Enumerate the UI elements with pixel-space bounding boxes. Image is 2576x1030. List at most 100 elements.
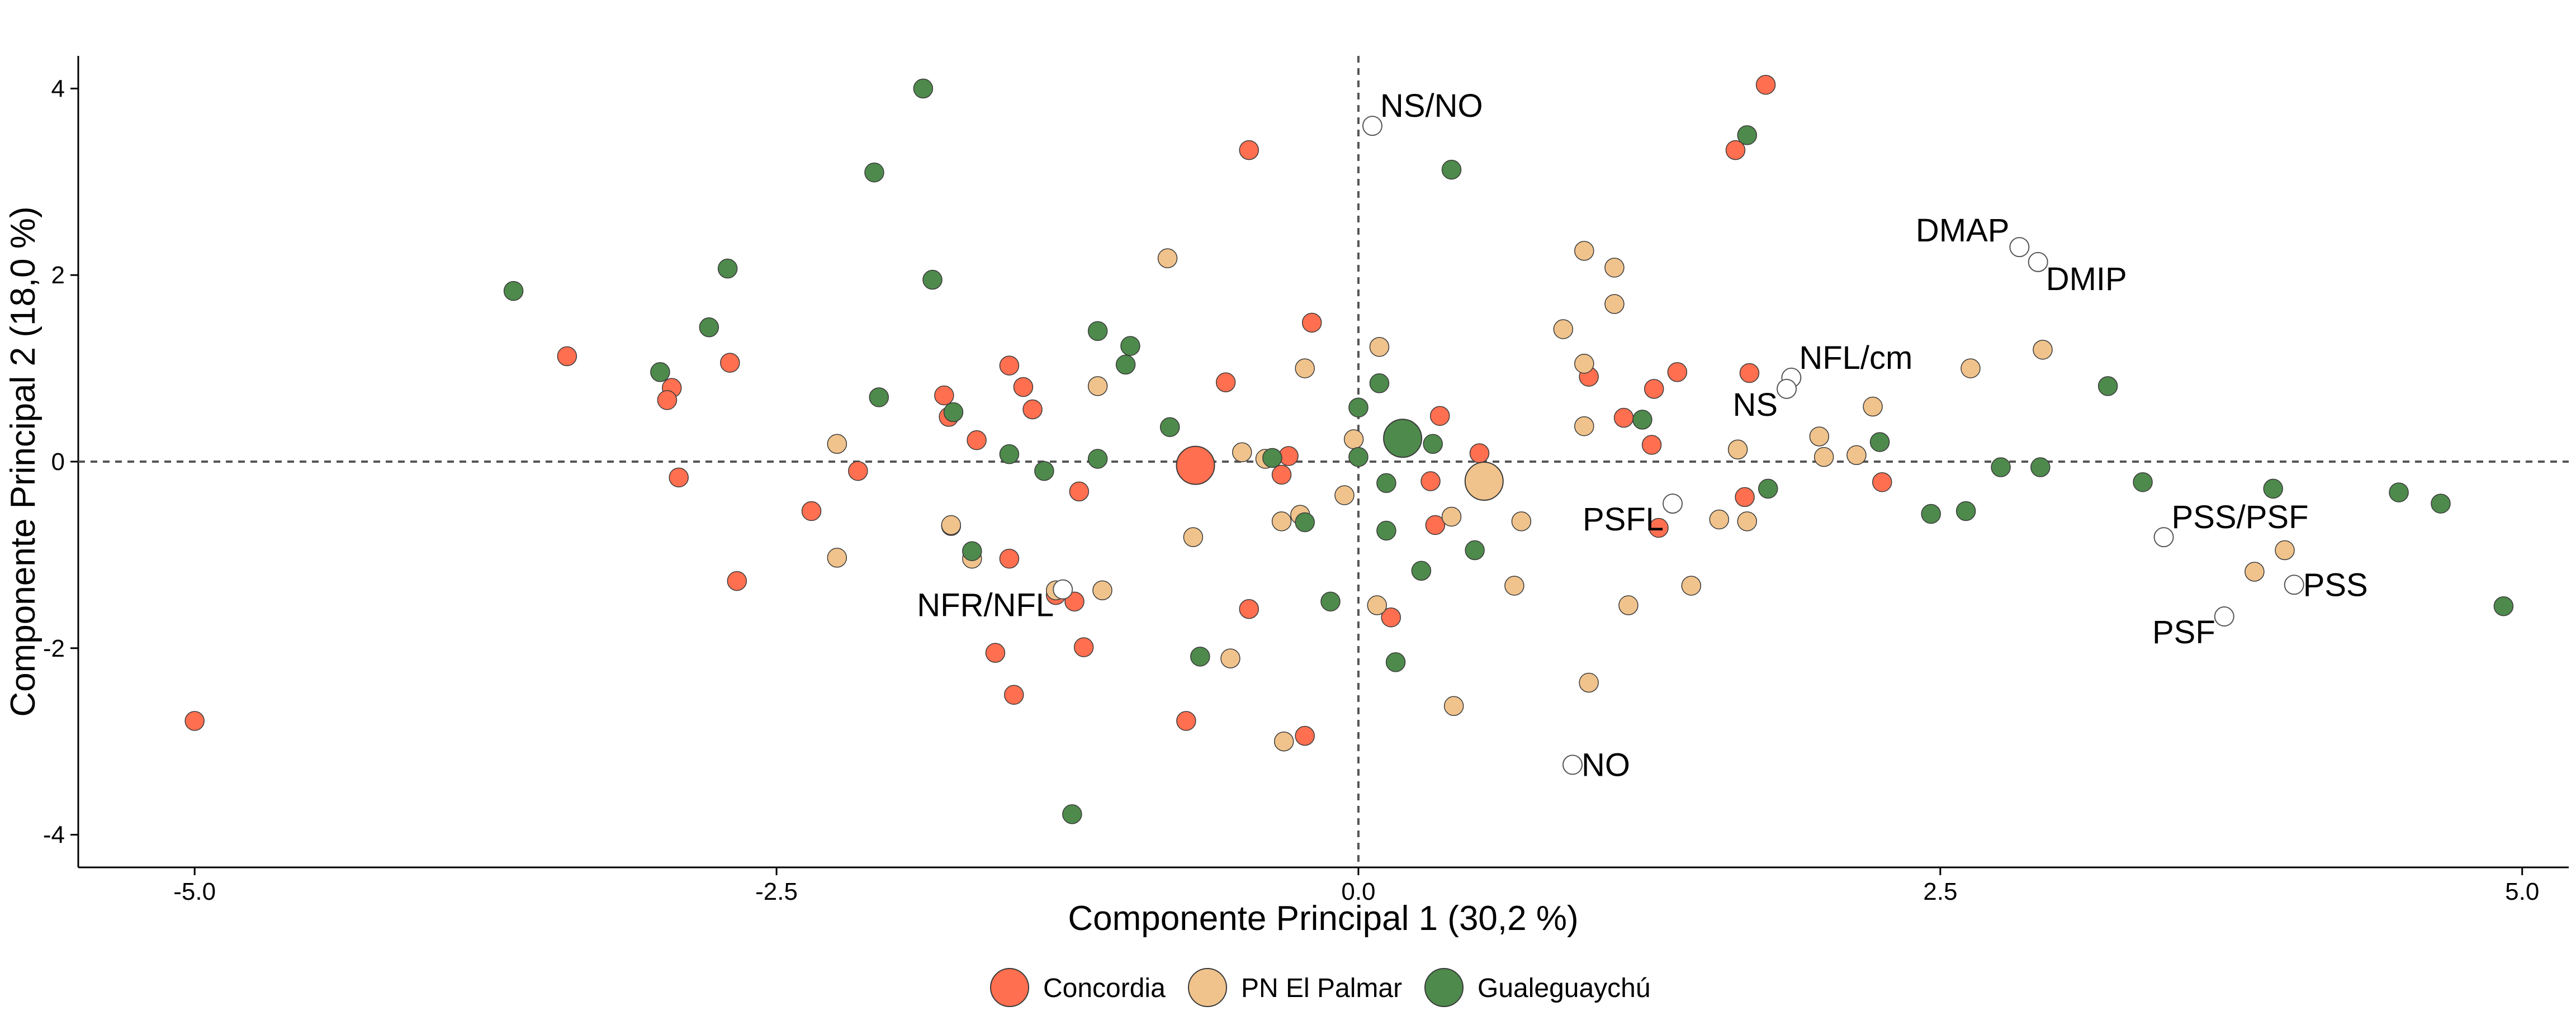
point-concordia (1469, 443, 1490, 463)
legend-swatch-gualeguaych (1424, 968, 1464, 1007)
point-gualeguaych (1087, 321, 1108, 341)
point-concordia (1644, 379, 1664, 399)
point-gualeguaych (943, 402, 964, 423)
variable-point (2009, 237, 2030, 258)
variable-label: NFL/cm (1799, 340, 1912, 376)
point-concordia (999, 548, 1020, 569)
point-gualeguaych (1034, 461, 1054, 481)
variable-label: NS (1732, 387, 1778, 423)
variable-label: NFR/NFL (917, 587, 1054, 624)
point-pn-el-palmar (1961, 358, 1981, 378)
point-pn-el-palmar (827, 548, 847, 568)
point-gualeguaych (1385, 652, 1406, 672)
point-gualeguaych (1737, 125, 1758, 145)
point-pn-el-palmar (1604, 294, 1625, 314)
variable-point (2153, 527, 2174, 548)
point-pn-el-palmar (1681, 576, 1702, 596)
point-pn-el-palmar (1367, 595, 1388, 615)
point-concordia (1239, 140, 1259, 160)
point-pn-el-palmar (1087, 376, 1108, 396)
point-gualeguaych (717, 258, 738, 279)
point-concordia (1301, 312, 1322, 333)
legend-label-concordia: Concordia (1043, 974, 1166, 1003)
point-gualeguaych (2493, 596, 2514, 616)
point-gualeguaych (1991, 457, 2011, 477)
point-gualeguaych (1262, 448, 1282, 468)
ticks: -5.0 -2.5 0.0 2.5 5.0 -4 -2 0 2 4 (43, 75, 2539, 905)
variable-label: NO (1581, 747, 1630, 783)
point-concordia (669, 467, 689, 488)
y-tick-label: 4 (51, 75, 65, 102)
point-pn-el-palmar (1809, 426, 1830, 447)
point-pn-el-palmar (1863, 396, 1883, 417)
point-gualeguaych (1921, 504, 1941, 524)
variable-point (1362, 116, 1382, 136)
point-pn-el-palmar (1604, 258, 1625, 278)
point-gualeguaych (1869, 432, 1890, 452)
point-gualeguaych (922, 269, 943, 290)
point-concordia (184, 711, 205, 731)
point-concordia (1064, 591, 1085, 612)
point-pn-el-palmar (1273, 731, 1294, 752)
point-gualeguaych (1376, 473, 1396, 493)
point-gualeguaych (1190, 647, 1210, 667)
point-concordia (1295, 725, 1315, 746)
point-concordia (720, 353, 740, 373)
point-concordia (1667, 362, 1688, 382)
point-concordia (557, 346, 577, 367)
point-pn-el-palmar (1183, 527, 1204, 547)
point-concordia (1073, 637, 1094, 657)
point-pn-el-palmar (1574, 416, 1594, 436)
point-concordia (1271, 464, 1292, 485)
point-gualeguaych (1159, 417, 1180, 437)
point-gualeguaych (869, 387, 889, 407)
point-gualeguaych (1758, 478, 1778, 499)
point-concordia (727, 571, 747, 591)
point-pn-el-palmar (1157, 248, 1178, 268)
point-gualeguaych (2097, 376, 2118, 396)
centroid-gualeguaych (1383, 419, 1423, 458)
point-concordia (1239, 599, 1259, 619)
variable-label: PSFL (1583, 501, 1664, 538)
point-gualeguaych (1369, 373, 1390, 393)
point-gualeguaych (962, 541, 982, 561)
point-pn-el-palmar (1574, 241, 1594, 261)
variable-point (1562, 754, 1583, 775)
point-pn-el-palmar (1295, 358, 1315, 378)
point-pn-el-palmar (1443, 696, 1464, 716)
point-gualeguaych (2431, 493, 2451, 514)
point-gualeguaych (1423, 434, 1443, 454)
point-concordia (1022, 399, 1043, 420)
variable-point (1777, 378, 1797, 399)
point-pn-el-palmar (1092, 580, 1112, 601)
point-concordia (985, 643, 1006, 663)
point-pn-el-palmar (1846, 445, 1867, 466)
point-concordia (1755, 74, 1776, 95)
point-gualeguaych (1411, 561, 1432, 581)
x-tick-label: 2.5 (1923, 878, 1957, 905)
variable-point (1053, 579, 1073, 600)
point-concordia (1069, 481, 1090, 502)
legend-swatch-pn-el-palmar (1188, 968, 1227, 1007)
point-gualeguaych (1087, 449, 1108, 469)
point-concordia (1429, 406, 1450, 426)
point-gualeguaych (1376, 520, 1396, 541)
point-pn-el-palmar (1574, 354, 1594, 374)
point-pn-el-palmar (1220, 648, 1240, 668)
variable-point (2028, 251, 2048, 272)
point-gualeguaych (1632, 410, 1652, 430)
point-concordia (657, 390, 678, 410)
centroid-pn-el-palmar (1464, 462, 1504, 501)
x-tick-label: 5.0 (2505, 878, 2539, 905)
legend-swatch-concordia (990, 968, 1029, 1007)
y-tick-label: -4 (43, 822, 65, 849)
point-concordia (1013, 377, 1034, 397)
point-gualeguaych (699, 317, 719, 338)
variable-point (1663, 493, 1683, 514)
point-pn-el-palmar (2275, 540, 2295, 561)
point-pn-el-palmar (1441, 506, 1462, 527)
point-concordia (848, 461, 868, 481)
point-pn-el-palmar (1511, 511, 1532, 531)
point-gualeguaych (1320, 591, 1341, 612)
point-gualeguaych (864, 162, 884, 183)
